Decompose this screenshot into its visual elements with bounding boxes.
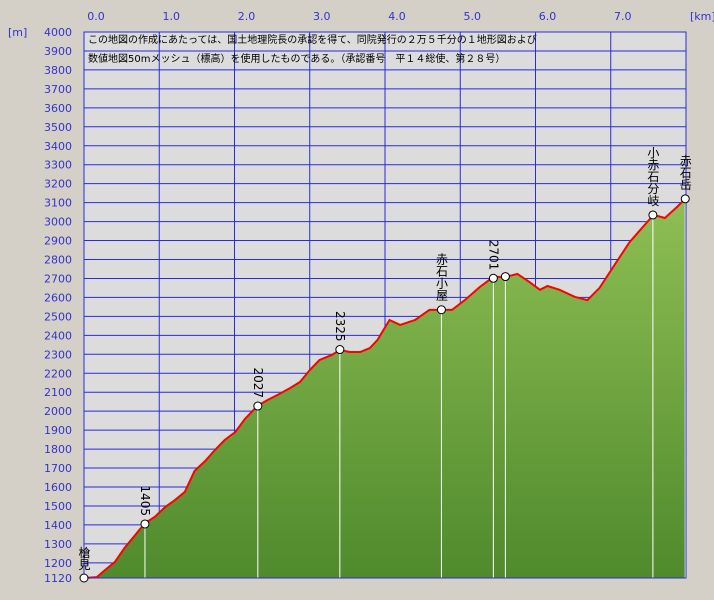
waypoint-marker (436, 305, 446, 315)
x-tick-label: 0.0 (87, 10, 105, 23)
waypoint-marker (680, 194, 690, 204)
profile-line (83, 198, 686, 579)
waypoint-elevation-label: 2701 (486, 240, 500, 271)
x-tick-label: 2.0 (238, 10, 256, 23)
y-tick-label: 3800 (44, 64, 72, 77)
x-tick-label: 7.0 (614, 10, 632, 23)
notice-line: この地図の作成にあたっては、国土地理院長の承認を得て、同院発行の２万５千分の１地… (88, 33, 537, 46)
y-tick-label: 2300 (44, 348, 72, 361)
x-tick-label: 1.0 (163, 10, 181, 23)
waypoint-marker (648, 210, 658, 220)
waypoint-elevation-label: 2027 (251, 368, 265, 399)
y-tick-label: 2600 (44, 291, 72, 304)
y-tick-label: 1120 (44, 572, 72, 585)
y-tick-label: 2100 (44, 386, 72, 399)
y-tick-label: 1300 (44, 538, 72, 551)
y-tick-label: 2800 (44, 254, 72, 267)
x-tick-label: 5.0 (464, 10, 482, 23)
waypoint-elevation-label: 1405 (138, 485, 152, 516)
y-tick-label: 2000 (44, 405, 72, 418)
plot-frame (83, 31, 687, 579)
y-tick-label: 3100 (44, 197, 72, 210)
y-tick-label: 1900 (44, 424, 72, 437)
y-tick-label: 3400 (44, 140, 72, 153)
y-tick-label: 1400 (44, 519, 72, 532)
x-tick-label: 3.0 (313, 10, 331, 23)
x-tick-label: 6.0 (539, 10, 557, 23)
profile-area (84, 198, 686, 579)
waypoint-label: 赤石小屋 (434, 252, 448, 301)
x-tick-label: 4.0 (388, 10, 406, 23)
y-tick-label: 3300 (44, 159, 72, 172)
y-tick-label: 3700 (44, 83, 72, 96)
y-tick-label: 1600 (44, 481, 72, 494)
waypoint-marker (335, 345, 345, 355)
y-tick-label: 3900 (44, 45, 72, 58)
y-tick-label: 4000 (44, 26, 72, 39)
y-tick-label: 3600 (44, 102, 72, 115)
y-tick-label: 3200 (44, 178, 72, 191)
waypoint-marker (79, 573, 89, 583)
waypoint-marker (253, 401, 263, 411)
y-tick-label: 2700 (44, 272, 72, 285)
y-tick-label: 2500 (44, 310, 72, 323)
y-tick-label: 1700 (44, 462, 72, 475)
waypoint-label: 赤石岳 (678, 154, 692, 190)
y-tick-label: 3500 (44, 121, 72, 134)
y-tick-label: 2200 (44, 367, 72, 380)
waypoint-marker (500, 272, 510, 282)
y-unit: [m] (8, 26, 27, 39)
waypoint-label: 槍見 (77, 545, 91, 570)
y-tick-label: 1500 (44, 500, 72, 513)
y-tick-label: 1800 (44, 443, 72, 456)
y-tick-label: 2900 (44, 235, 72, 248)
waypoint-marker (140, 519, 150, 529)
waypoint-label: 小赤石分岐 (646, 146, 660, 206)
waypoint-elevation-label: 2325 (333, 311, 347, 342)
notice-line: 数値地図50mメッシュ（標高）を使用したものである。（承認番号 平１４総使、第２… (88, 52, 505, 65)
y-tick-label: 3000 (44, 216, 72, 229)
waypoint-marker (488, 273, 498, 283)
x-unit: [km] (690, 10, 714, 23)
y-tick-label: 1200 (44, 557, 72, 570)
y-tick-label: 2400 (44, 329, 72, 342)
